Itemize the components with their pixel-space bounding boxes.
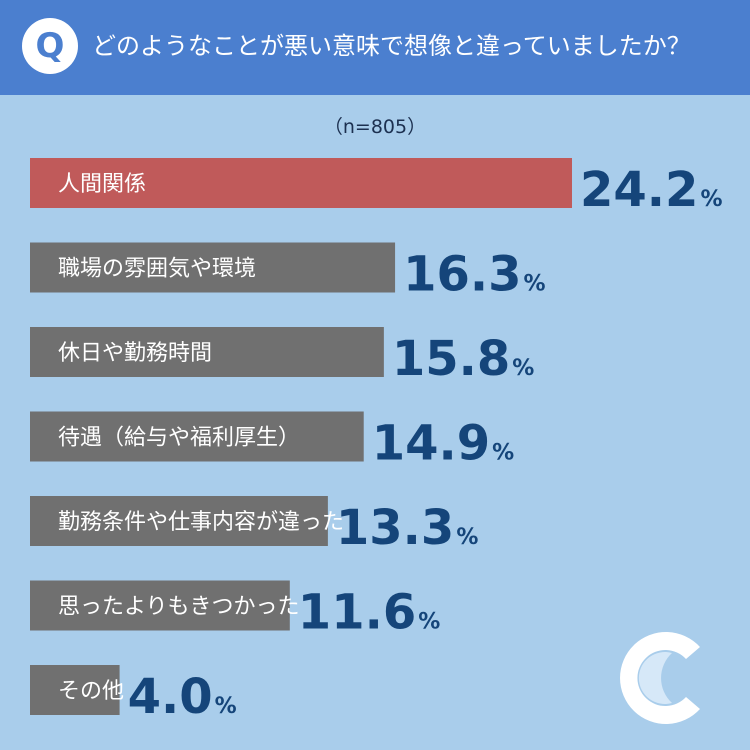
sample-size: （n=805）: [323, 116, 427, 138]
question-text: どのようなことが悪い意味で想像と違っていましたか？: [92, 32, 691, 60]
value-label-4: 13.3%: [336, 500, 478, 556]
header-banner: Q どのようなことが悪い意味で想像と違っていましたか？: [0, 0, 750, 95]
bar-label-0: 人間関係: [58, 172, 146, 197]
bar-3: [30, 411, 364, 462]
value-label-0: 24.2%: [580, 162, 722, 218]
bar-6: [30, 665, 120, 715]
bar-5: [30, 580, 290, 631]
bar-0: [30, 158, 572, 208]
value-label-1: 16.3%: [403, 247, 545, 303]
bar-label-3: 待遇（給与や福利厚生）: [58, 426, 300, 451]
bar-label-2: 休日や勤務時間: [58, 341, 212, 366]
value-label-3: 14.9%: [372, 416, 514, 472]
bar-label-1: 職場の雰囲気や環境: [58, 257, 256, 282]
bar-label-5: 思ったよりもきつかった: [58, 595, 300, 620]
value-label-6: 4.0%: [128, 669, 237, 725]
bar-label-4: 勤務条件や仕事内容が違った: [58, 510, 344, 535]
value-label-5: 11.6%: [298, 585, 440, 641]
value-label-2: 15.8%: [392, 331, 534, 387]
question-badge: Q: [22, 18, 78, 74]
crescent-c-logo-icon: [620, 632, 700, 724]
bar-label-6: その他: [58, 679, 124, 704]
bar-1: [30, 242, 396, 293]
bar-4: [30, 496, 328, 546]
bar-2: [30, 327, 384, 377]
